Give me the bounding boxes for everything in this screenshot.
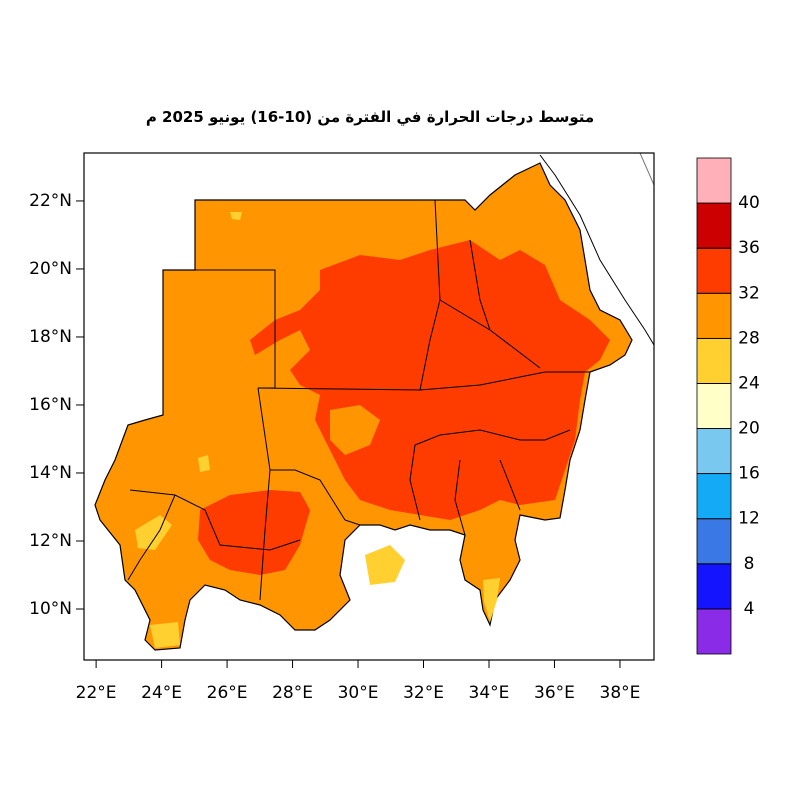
coastline <box>539 154 655 346</box>
colorbar-label: 36 <box>738 238 760 258</box>
colorbar-bin <box>696 292 732 339</box>
y-tick-label: 20°N <box>29 259 72 279</box>
colorbar-label: 16 <box>738 464 760 484</box>
mild-zone <box>198 455 210 472</box>
colorbar-bin <box>696 157 732 204</box>
map-area <box>94 152 655 651</box>
hot-zone <box>198 490 310 575</box>
x-tick-label: 22°E <box>76 683 117 703</box>
y-tick-label: 18°N <box>29 327 72 347</box>
mild-zone <box>483 578 500 622</box>
colorbar-bin <box>696 473 732 520</box>
colorbar-label: 4 <box>744 599 755 619</box>
x-tick-label: 36°E <box>534 683 575 703</box>
colorbar-bin <box>696 247 732 294</box>
colorbar-bin <box>696 518 732 565</box>
mild-zone <box>230 212 242 220</box>
x-tick-label: 38°E <box>600 683 641 703</box>
mild-zone <box>150 622 180 648</box>
x-tick-label: 32°E <box>403 683 444 703</box>
state-borders <box>127 199 590 601</box>
colorbar-label: 24 <box>738 373 760 393</box>
map-frame <box>83 152 655 661</box>
x-tick-label: 30°E <box>338 683 379 703</box>
colorbar-bin <box>696 202 732 249</box>
colorbar-bin <box>696 428 732 475</box>
colorbar-label: 28 <box>738 328 760 348</box>
y-tick-label: 12°N <box>29 531 72 551</box>
x-tick-label: 28°E <box>272 683 313 703</box>
colorbar: 4 8 12 16 20 24 28 32 36 40 <box>696 157 760 655</box>
colorbar-bin <box>696 563 732 610</box>
x-tick-label: 26°E <box>207 683 248 703</box>
y-tick-label: 14°N <box>29 463 72 483</box>
cool-zone <box>330 405 380 455</box>
colorbar-bin <box>696 383 732 429</box>
mild-zone <box>365 545 405 585</box>
x-tick-label: 24°E <box>141 683 182 703</box>
colorbar-bin <box>696 337 732 384</box>
colorbar-label: 12 <box>738 509 760 529</box>
colorbar-label: 40 <box>738 193 760 213</box>
title: متوسط درجات الحرارة في الفترة من (10-16)… <box>146 108 594 126</box>
colorbar-label: 8 <box>744 554 755 574</box>
y-tick-label: 10°N <box>29 599 72 619</box>
y-tick-label: 16°N <box>29 395 72 415</box>
colorbar-bin <box>696 608 732 655</box>
x-tick-label: 34°E <box>469 683 510 703</box>
colorbar-label: 32 <box>738 283 760 303</box>
axes: 22°E 24°E 26°E 28°E 30°E 32°E 34°E 36°E 38°E 10°N… <box>29 191 640 703</box>
coastline <box>639 152 655 186</box>
colorbar-label: 20 <box>738 419 760 439</box>
y-tick-label: 22°N <box>29 191 72 211</box>
